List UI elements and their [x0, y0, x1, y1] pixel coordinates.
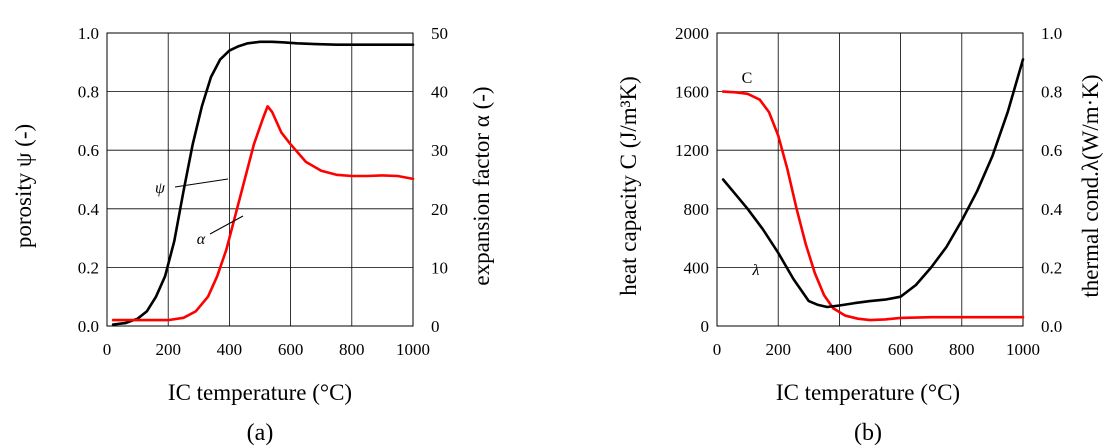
x-tick-label: 600	[888, 340, 914, 359]
panel-a-plot-frame	[106, 32, 414, 327]
left-y-tick-label: 0.2	[78, 258, 99, 277]
x-tick-label: 800	[339, 340, 365, 359]
right-y-tick-label: 0.4	[1041, 200, 1063, 219]
left-y-tick-label: 0	[701, 317, 710, 336]
panel-b-y2-axis-title: thermal cond.λ(W/m·K)	[1078, 74, 1103, 297]
panel-b-series	[721, 58, 1025, 322]
panel-b-right-tick-labels: 0.0 0.2 0.4 0.6 0.8 1.0	[1041, 24, 1063, 336]
left-y-tick-label: 2000	[675, 24, 709, 43]
series-line	[721, 58, 1025, 309]
right-y-tick-label: 0.2	[1041, 258, 1062, 277]
x-tick-label: 400	[217, 340, 243, 359]
x-tick-label: 200	[765, 340, 791, 359]
panel-a-series	[111, 40, 415, 326]
x-tick-label: 0	[713, 340, 722, 359]
panel-a-x-axis-title: IC temperature (°C)	[168, 380, 352, 405]
left-y-tick-label: 1.0	[78, 24, 99, 43]
panel-b-plot-frame	[716, 32, 1024, 327]
right-y-tick-label: 0.6	[1041, 141, 1062, 160]
panel-b-x-tick-labels: 0 200 400 600 800 1000	[713, 340, 1040, 359]
panel-a-y-axis-title: porosity ψ (-)	[11, 124, 36, 248]
chart-panel-a: 0.0 0.2 0.4 0.6 0.8 1.0 0 10 20 30 40 50 0 200 400 60…	[11, 24, 494, 446]
x-tick-label: 1000	[1006, 340, 1040, 359]
series-line	[111, 105, 415, 322]
panel-b-left-tick-labels: 0 400 800 1200 1600 2000	[675, 24, 709, 336]
psi-curve-label: ψ	[155, 180, 166, 197]
panel-a-left-tick-labels: 0.0 0.2 0.4 0.6 0.8 1.0	[78, 24, 100, 336]
panel-b-x-axis-title: IC temperature (°C)	[776, 380, 960, 405]
panel-a-gridlines	[107, 33, 413, 326]
left-y-tick-label: 1600	[675, 83, 709, 102]
panel-a-label: (a)	[247, 420, 274, 446]
panel-b-y-axis-title: heat capacity C (J/m³K)	[616, 76, 641, 296]
x-tick-label: 800	[949, 340, 975, 359]
x-tick-label: 400	[827, 340, 853, 359]
psi-leader-line	[174, 178, 229, 188]
right-y-tick-label: 30	[431, 141, 448, 160]
alpha-leader-line	[209, 215, 244, 235]
right-y-tick-label: 10	[431, 258, 448, 277]
right-y-tick-label: 0.8	[1041, 83, 1062, 102]
alpha-curve-label: α	[197, 231, 206, 248]
c-curve-label: C	[742, 70, 753, 87]
series-line	[721, 90, 1025, 322]
left-y-tick-label: 0.4	[78, 200, 100, 219]
x-tick-label: 600	[278, 340, 304, 359]
x-tick-label: 200	[155, 340, 181, 359]
right-y-tick-label: 0.0	[1041, 317, 1062, 336]
left-y-tick-label: 0.8	[78, 83, 99, 102]
x-tick-label: 1000	[396, 340, 430, 359]
panel-a-right-tick-labels: 0 10 20 30 40 50	[431, 24, 448, 336]
series-line	[111, 40, 415, 326]
lambda-curve-label: λ	[752, 262, 760, 279]
left-y-tick-label: 0.6	[78, 141, 99, 160]
left-y-tick-label: 1200	[675, 141, 709, 160]
right-y-tick-label: 0	[431, 317, 440, 336]
x-tick-label: 0	[103, 340, 112, 359]
right-y-tick-label: 1.0	[1041, 24, 1062, 43]
panel-b-gridlines	[717, 33, 1023, 326]
panel-b-label: (b)	[854, 420, 882, 446]
left-y-tick-label: 800	[684, 200, 710, 219]
left-y-tick-label: 0.0	[78, 317, 99, 336]
right-y-tick-label: 20	[431, 200, 448, 219]
right-y-tick-label: 40	[431, 83, 448, 102]
right-y-tick-label: 50	[431, 24, 448, 43]
panel-a-x-tick-labels: 0 200 400 600 800 1000	[103, 340, 430, 359]
panel-a-y2-axis-title: expansion factor α (-)	[469, 86, 494, 285]
left-y-tick-label: 400	[684, 258, 710, 277]
